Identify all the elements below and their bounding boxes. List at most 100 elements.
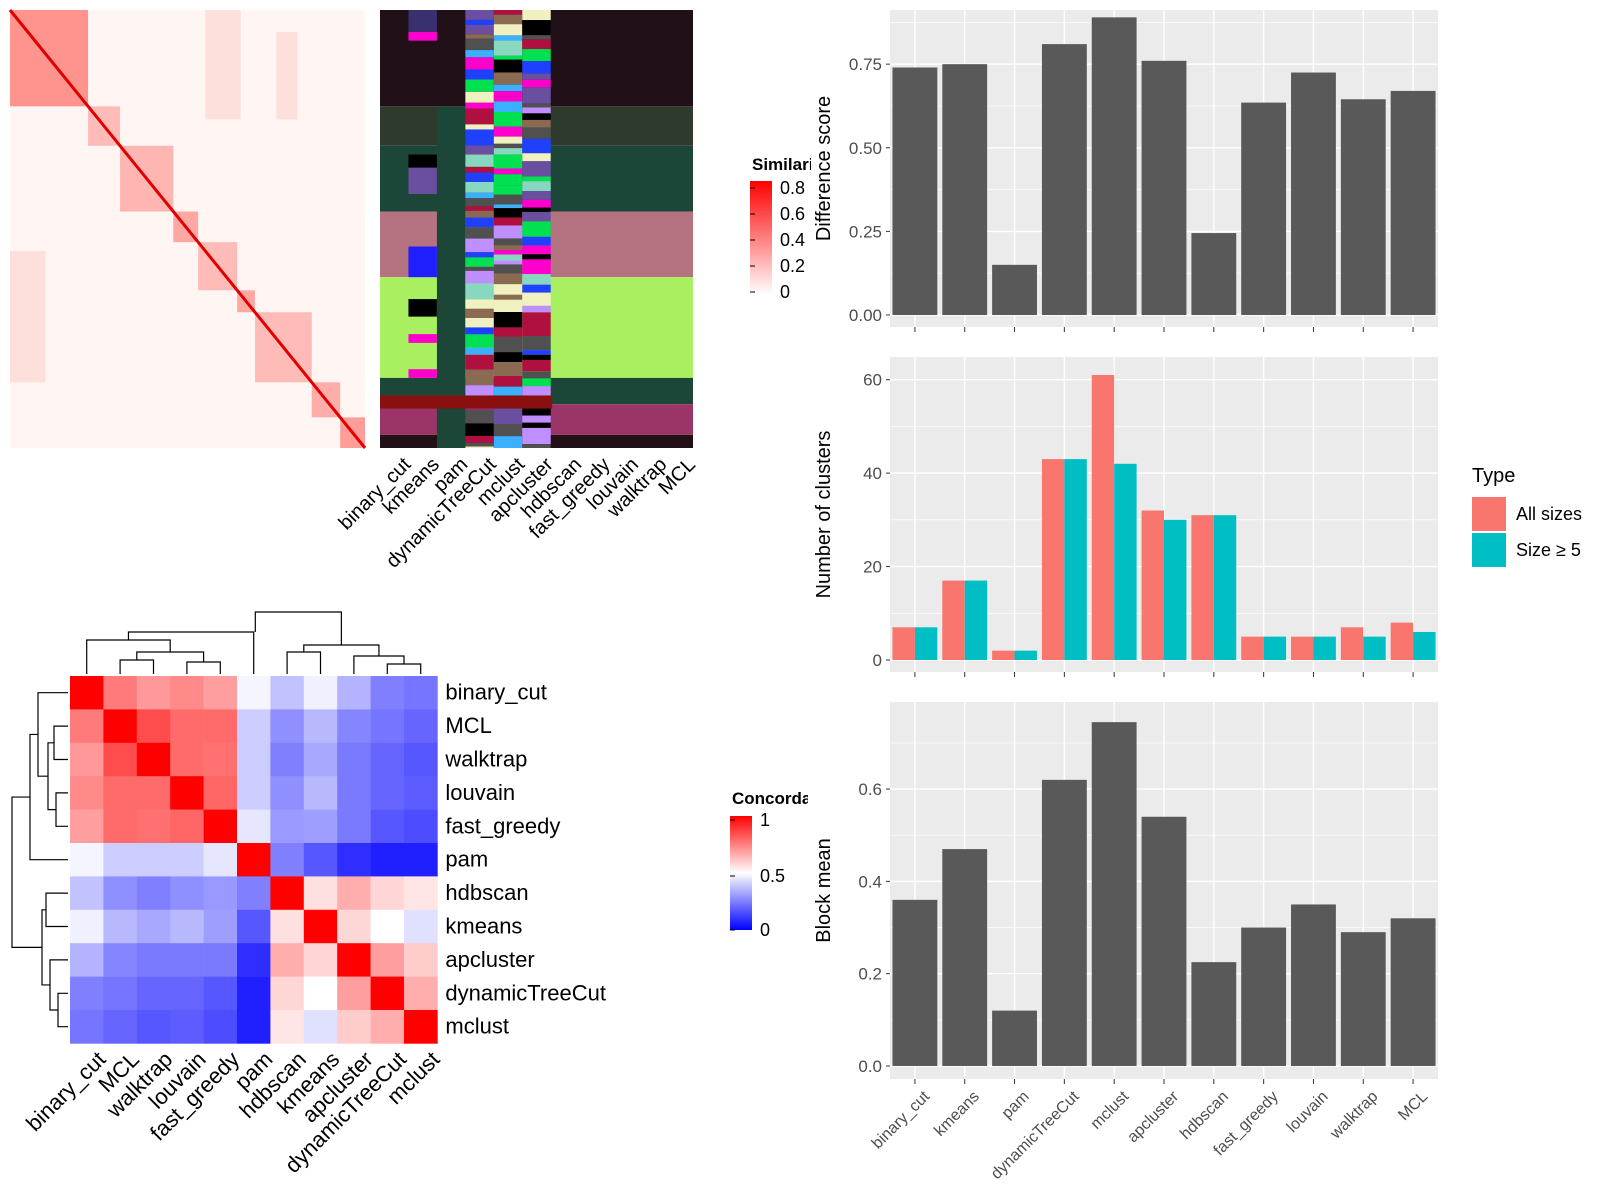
bar [942,849,988,1066]
cluster-column-pam [436,106,466,449]
concordance-cell [136,742,171,777]
concordance-row-label: apcluster [445,947,534,972]
cluster-stripe [465,317,494,328]
bar [1363,636,1386,660]
concordance-cell [70,776,104,810]
bar [1091,375,1115,660]
cluster-stripe [493,362,523,376]
bar [992,1010,1037,1066]
concordance-cell [170,742,204,777]
cluster-stripe [493,185,523,195]
bar [942,64,988,316]
similarity-legend: Similarity 0.8 0.6 0.4 0.2 0 [750,155,829,302]
concordance-column-label: binary_cut [21,1047,110,1136]
cluster-membership-columns [380,10,693,449]
bar [992,650,1015,660]
concordance-cell [203,876,238,911]
cluster-stripe [493,225,523,239]
concordance-cell [170,943,204,977]
cluster-stripe [465,299,494,309]
concordance-row-label: binary_cut [445,680,547,705]
concordance-cell [270,676,305,710]
y-tick-label: 0.2 [858,965,882,984]
bar [1291,72,1336,316]
legend-label: Size ≥ 5 [1516,540,1581,560]
concordance-cell [370,976,405,1011]
concordance-cell [303,676,338,710]
concordance-cell [103,843,138,877]
cluster-stripe [522,79,551,88]
concordance-cell [303,742,338,777]
cluster-stripe [465,217,494,228]
dendrogram-branch [303,644,380,656]
cluster-stripe [493,299,523,313]
concordance-cell [337,676,371,710]
dendrogram-branch [353,655,405,674]
cluster-stripe [465,409,494,418]
concordance-cell [303,976,338,1011]
cluster-stripe [493,154,523,169]
cluster-stripe [493,217,523,226]
concordance-cell [370,776,405,810]
similarity-legend-ticks: 0.8 0.6 0.4 0.2 0 [750,178,805,302]
bar [992,264,1037,315]
concordance-cell [404,876,438,911]
dendrogram-branch [186,661,221,674]
cluster-stripe [522,107,551,114]
concordance-cell [103,943,138,977]
x-tick-label: apcluster [1124,1088,1182,1146]
concordance-cell [337,742,371,777]
cluster-stripe [465,417,494,424]
bar [1390,622,1414,660]
cluster-stripe [522,354,551,360]
x-tick-label: mclust [1088,1088,1133,1133]
bar [1241,927,1287,1066]
concordance-cell [70,976,104,1011]
concordance-cell [136,976,171,1011]
cluster-stripe [465,327,494,335]
bar [1014,650,1037,660]
cluster-stripe [465,24,494,35]
y-tick-label: 0.0 [858,1057,882,1076]
x-tick-label: walktrap [1327,1088,1382,1143]
cluster-stripe [493,91,523,97]
cluster-stripe [465,354,494,370]
cluster-stripe [465,50,494,58]
concordance-cell [103,976,138,1011]
bar [892,67,938,315]
similarity-patch [10,250,46,383]
similarity-patch [205,10,241,120]
cluster-stripe [465,129,494,146]
concordance-cell [370,909,405,944]
cluster-stripe [493,294,523,300]
cluster-stripe [465,270,494,284]
y-tick-label: 60 [863,371,882,390]
cluster-stripe [522,274,551,285]
concordance-cell [103,776,138,810]
cluster-stripe [493,101,523,113]
cluster-stripe [493,260,523,265]
bar [1263,636,1287,660]
dendrogram-branch [55,792,68,827]
legend-label: All sizes [1516,504,1582,524]
concordance-cell [70,909,104,944]
concordance-cell [203,809,238,844]
cluster-stripe [408,299,437,317]
cluster-stripe [493,174,523,186]
cluster-stripe [465,206,494,211]
legend-swatch [1472,497,1506,531]
concordance-cell [203,776,238,810]
concordance-cell [270,976,305,1011]
concordance-cell [303,909,338,944]
x-tick-label: kmeans [931,1088,983,1140]
concordance-cell [136,709,171,744]
concordance-cell [136,876,171,911]
bar [1191,233,1237,315]
bar [1241,102,1287,315]
concordance-cell [70,742,104,777]
cluster-stripe [465,347,494,355]
concordance-row-label: louvain [445,780,515,805]
cluster-stripe [408,31,437,41]
concordance-cell [203,943,238,977]
